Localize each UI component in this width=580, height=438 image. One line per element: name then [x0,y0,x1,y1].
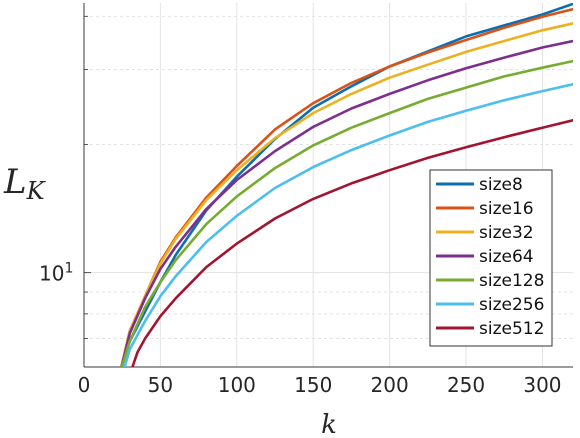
legend-label-size16: size16 [479,199,534,219]
legend-label-size8: size8 [479,175,523,195]
y-axis-label-sub: K [26,177,47,205]
x-tick-label: 50 [148,373,173,397]
x-tick-label: 0 [78,373,91,397]
axes [83,3,573,368]
x-tick-label: 300 [523,373,561,397]
x-axis-label: k [321,410,337,438]
legend: size8 size16 size32 size64 size128 size256 siz… [429,169,553,347]
y-axis-label: LK [3,162,47,205]
plot-area [120,3,573,367]
legend-label-size32: size32 [479,223,534,243]
x-tick-label: 100 [218,373,256,397]
x-tick-label: 250 [447,373,485,397]
series-line-size512 [131,119,573,367]
series-line-size64 [120,39,573,367]
series-group [120,3,573,367]
legend-label-size128: size128 [479,271,544,291]
y-axis-label-main: L [3,162,27,202]
y-tick-labels: 101 [39,261,73,286]
legend-box [429,169,553,347]
x-tick-labels: 0 50 100 150 200 250 300 [78,373,562,397]
legend-label-size64: size64 [479,247,534,267]
x-tick-label: 150 [294,373,332,397]
series-line-size128 [120,59,573,367]
legend-label-size512: size512 [479,319,544,339]
series-line-size32 [120,22,573,367]
series-line-size256 [123,83,573,367]
y-tick-label: 101 [39,261,73,286]
legend-label-size256: size256 [479,295,544,315]
x-tick-label: 200 [371,373,409,397]
